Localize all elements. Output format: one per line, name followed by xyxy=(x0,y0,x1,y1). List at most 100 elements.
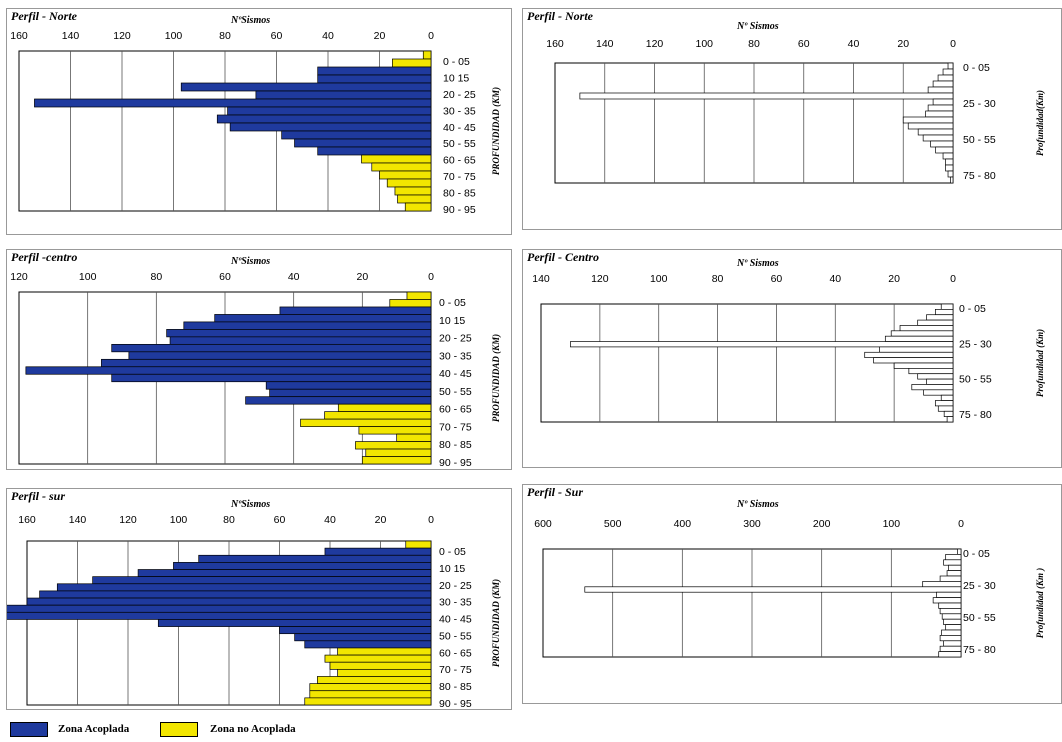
bar xyxy=(265,381,432,390)
depth-label: 25 - 30 xyxy=(959,338,992,350)
bar xyxy=(902,116,954,124)
bar xyxy=(355,441,432,450)
bar xyxy=(300,418,432,427)
bar xyxy=(899,325,954,332)
x-tick-label: 80 xyxy=(223,514,235,526)
x-tick-label: 0 xyxy=(428,30,434,42)
depth-label: 50 - 55 xyxy=(439,386,472,398)
bar xyxy=(317,66,432,76)
x-axis-title: Nº Sismos xyxy=(737,258,779,269)
bar xyxy=(255,90,432,100)
bar xyxy=(180,82,432,92)
bar xyxy=(337,403,432,413)
depth-label: 0 - 05 xyxy=(963,62,990,74)
x-tick-label: 80 xyxy=(712,273,724,285)
depth-label: 20 - 25 xyxy=(439,580,472,592)
bar xyxy=(294,633,432,642)
depth-label: 90 - 95 xyxy=(443,204,476,216)
depth-label: 40 - 45 xyxy=(439,614,472,626)
bar xyxy=(945,554,962,561)
bar xyxy=(930,140,954,148)
legend-swatch-no-acoplada xyxy=(160,722,198,737)
bar xyxy=(926,378,954,385)
depth-label: 60 - 65 xyxy=(439,647,472,659)
bar xyxy=(198,554,432,563)
x-tick-label: 20 xyxy=(374,30,386,42)
depth-label: 30 - 35 xyxy=(443,105,476,117)
bar xyxy=(397,194,432,204)
panel-centro-right: Perfil - Centro Nº Sismos 140 120 100 80 60 4… xyxy=(522,249,1062,468)
panel-sur-right: Perfil - Sur Nº Sismos 600 500 400 300 200 10… xyxy=(522,484,1062,704)
depth-label: 30 - 35 xyxy=(439,350,472,362)
depth-label: 50 - 55 xyxy=(959,374,992,386)
chart-title: Perfil - Norte xyxy=(527,9,593,23)
bar xyxy=(939,645,962,652)
bar xyxy=(56,583,432,592)
x-tick-label: 100 xyxy=(883,518,901,530)
bar xyxy=(279,626,432,635)
bar xyxy=(361,456,432,465)
depth-label: 75 - 80 xyxy=(963,644,996,656)
depth-label: 0 - 05 xyxy=(439,546,466,558)
depth-label: 10 15 xyxy=(439,315,465,327)
bar xyxy=(279,306,432,315)
bar xyxy=(945,158,954,166)
depth-label: 80 - 85 xyxy=(439,439,472,451)
depth-label: 10 15 xyxy=(443,72,469,84)
bar xyxy=(389,299,432,308)
depth-label: 0 - 05 xyxy=(443,56,470,68)
bar xyxy=(34,98,432,108)
depth-label: 20 - 25 xyxy=(439,333,472,345)
bar xyxy=(942,152,954,160)
depth-label: 10 15 xyxy=(439,563,465,575)
chart-centro-right: 140 120 100 80 60 40 20 0 0 - 05 25 - 30 50 - 55 75… xyxy=(532,273,1045,423)
y-axis-title: PROFUNDIDAD (KM) xyxy=(491,334,501,422)
depth-label: 75 - 80 xyxy=(963,170,996,182)
depth-label: 0 - 05 xyxy=(963,548,990,560)
x-tick-label: 100 xyxy=(695,38,713,50)
bar xyxy=(309,683,432,692)
depth-label: 20 - 25 xyxy=(443,89,476,101)
x-tick-label: 120 xyxy=(10,271,28,283)
bar xyxy=(945,624,962,631)
bar xyxy=(324,654,432,663)
depth-label: 80 - 85 xyxy=(443,188,476,200)
bar xyxy=(157,619,432,627)
bar xyxy=(26,597,432,606)
depth-label: 60 - 65 xyxy=(439,404,472,416)
bar xyxy=(304,640,432,649)
x-tick-label: 200 xyxy=(813,518,831,530)
bar xyxy=(169,336,432,345)
bar xyxy=(957,548,962,555)
bar xyxy=(947,62,954,70)
x-tick-label: 140 xyxy=(62,30,80,42)
bar xyxy=(304,697,432,706)
bar xyxy=(365,448,432,457)
y-axis-title: Profundidad (Km) xyxy=(1035,329,1045,397)
chart-norte-right: 160 140 120 100 80 60 40 20 0 0 - 05 25 - 30 50 - 5… xyxy=(546,38,1045,184)
bar xyxy=(394,186,432,196)
bar xyxy=(406,291,432,300)
chart-title: Perfil - Norte xyxy=(11,9,77,23)
x-tick-label: 120 xyxy=(119,514,137,526)
bar xyxy=(324,411,432,420)
bar xyxy=(937,74,954,82)
bar xyxy=(943,559,962,566)
bar xyxy=(7,611,432,620)
x-tick-label: 80 xyxy=(219,30,231,42)
y-axis-title: PROFUNDIDAD (KM) xyxy=(491,579,501,667)
bar xyxy=(173,562,432,570)
x-tick-label: 40 xyxy=(829,273,841,285)
x-tick-label: 120 xyxy=(113,30,131,42)
bar xyxy=(946,570,962,577)
bar xyxy=(925,110,954,118)
bar xyxy=(39,590,432,599)
x-tick-label: 0 xyxy=(428,271,434,283)
bar xyxy=(941,613,962,620)
bar xyxy=(947,170,954,178)
chart-title: Perfil - sur xyxy=(11,489,65,503)
bar xyxy=(386,178,432,188)
x-tick-label: 0 xyxy=(950,38,956,50)
bar xyxy=(926,314,954,321)
x-tick-label: 140 xyxy=(69,514,87,526)
